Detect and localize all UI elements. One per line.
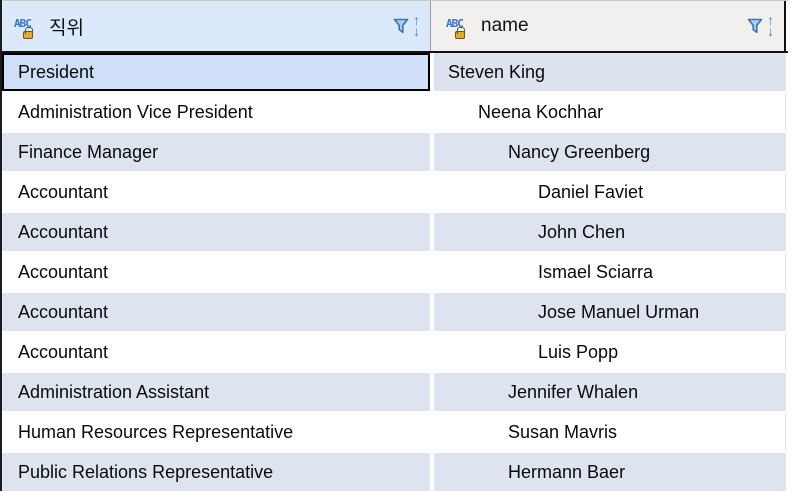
lock-icon bbox=[455, 27, 465, 39]
table-row: Human Resources Representative Susan Mav… bbox=[2, 413, 788, 451]
column-divider bbox=[430, 213, 434, 251]
table-row: Accountant Jose Manuel Urman bbox=[2, 293, 788, 331]
column-divider bbox=[430, 53, 434, 91]
cell-position[interactable]: Administration Assistant bbox=[2, 373, 430, 411]
column-divider bbox=[430, 133, 434, 171]
table-row: Public Relations Representative Hermann … bbox=[2, 453, 788, 491]
cell-name[interactable]: Jennifer Whalen bbox=[434, 373, 786, 411]
cell-name[interactable]: Luis Popp bbox=[434, 333, 786, 371]
table-row: Accountant Ismael Sciarra bbox=[2, 253, 788, 291]
column-divider bbox=[430, 293, 434, 331]
cell-name[interactable]: Nancy Greenberg bbox=[434, 133, 786, 171]
column-header-position[interactable]: ABC 직위 ↑ ↓ bbox=[2, 1, 430, 51]
cell-name[interactable]: Hermann Baer bbox=[434, 453, 786, 491]
cell-name[interactable]: Jose Manuel Urman bbox=[434, 293, 786, 331]
column-divider bbox=[430, 253, 434, 291]
cell-position[interactable]: Human Resources Representative bbox=[2, 413, 430, 451]
column-header-label: name bbox=[481, 15, 529, 36]
abc-type-icon: ABC bbox=[446, 17, 464, 30]
cell-name[interactable]: Daniel Faviet bbox=[434, 173, 786, 211]
sort-icon[interactable]: ↑ ↓ bbox=[767, 12, 774, 39]
cell-position[interactable]: Public Relations Representative bbox=[2, 453, 430, 491]
header-column-divider[interactable] bbox=[430, 1, 434, 51]
cell-position[interactable]: Accountant bbox=[2, 253, 430, 291]
table-row: Administration Assistant Jennifer Whalen bbox=[2, 373, 788, 411]
table-row: Accountant Luis Popp bbox=[2, 333, 788, 371]
column-divider bbox=[430, 413, 434, 451]
sort-icon[interactable]: ↑ ↓ bbox=[413, 12, 420, 39]
table-row: Finance Manager Nancy Greenberg bbox=[2, 133, 788, 171]
table-row: Accountant John Chen bbox=[2, 213, 788, 251]
cell-position[interactable]: Administration Vice President bbox=[2, 93, 430, 131]
abc-type-icon: ABC bbox=[14, 17, 32, 30]
cell-name[interactable]: Susan Mavris bbox=[434, 413, 786, 451]
filter-icon[interactable] bbox=[392, 17, 410, 35]
column-divider bbox=[430, 93, 434, 131]
column-divider bbox=[430, 453, 434, 491]
cell-position[interactable]: Accountant bbox=[2, 213, 430, 251]
cell-name[interactable]: John Chen bbox=[434, 213, 786, 251]
table-body: President Steven King Administration Vice … bbox=[2, 53, 788, 491]
cell-name[interactable]: Steven King bbox=[434, 53, 786, 91]
table-row: President Steven King bbox=[2, 53, 788, 91]
lock-icon bbox=[23, 27, 33, 39]
table-row: Accountant Daniel Faviet bbox=[2, 173, 788, 211]
cell-name[interactable]: Neena Kochhar bbox=[434, 93, 786, 131]
cell-position[interactable]: Finance Manager bbox=[2, 133, 430, 171]
filter-icon[interactable] bbox=[746, 17, 764, 35]
table-row: Administration Vice President Neena Koch… bbox=[2, 93, 788, 131]
text-type-icon: ABC bbox=[14, 16, 42, 39]
text-type-icon: ABC bbox=[446, 16, 474, 39]
table-header: ABC 직위 ↑ ↓ ABC name bbox=[2, 0, 788, 53]
cell-name[interactable]: Ismael Sciarra bbox=[434, 253, 786, 291]
column-divider bbox=[430, 373, 434, 411]
cell-position[interactable]: President bbox=[2, 53, 430, 91]
column-header-name[interactable]: ABC name ↑ ↓ bbox=[434, 1, 786, 51]
cell-position[interactable]: Accountant bbox=[2, 333, 430, 371]
cell-position[interactable]: Accountant bbox=[2, 173, 430, 211]
column-divider bbox=[430, 333, 434, 371]
cell-position[interactable]: Accountant bbox=[2, 293, 430, 331]
column-header-label: 직위 bbox=[49, 17, 84, 39]
column-divider bbox=[430, 173, 434, 211]
